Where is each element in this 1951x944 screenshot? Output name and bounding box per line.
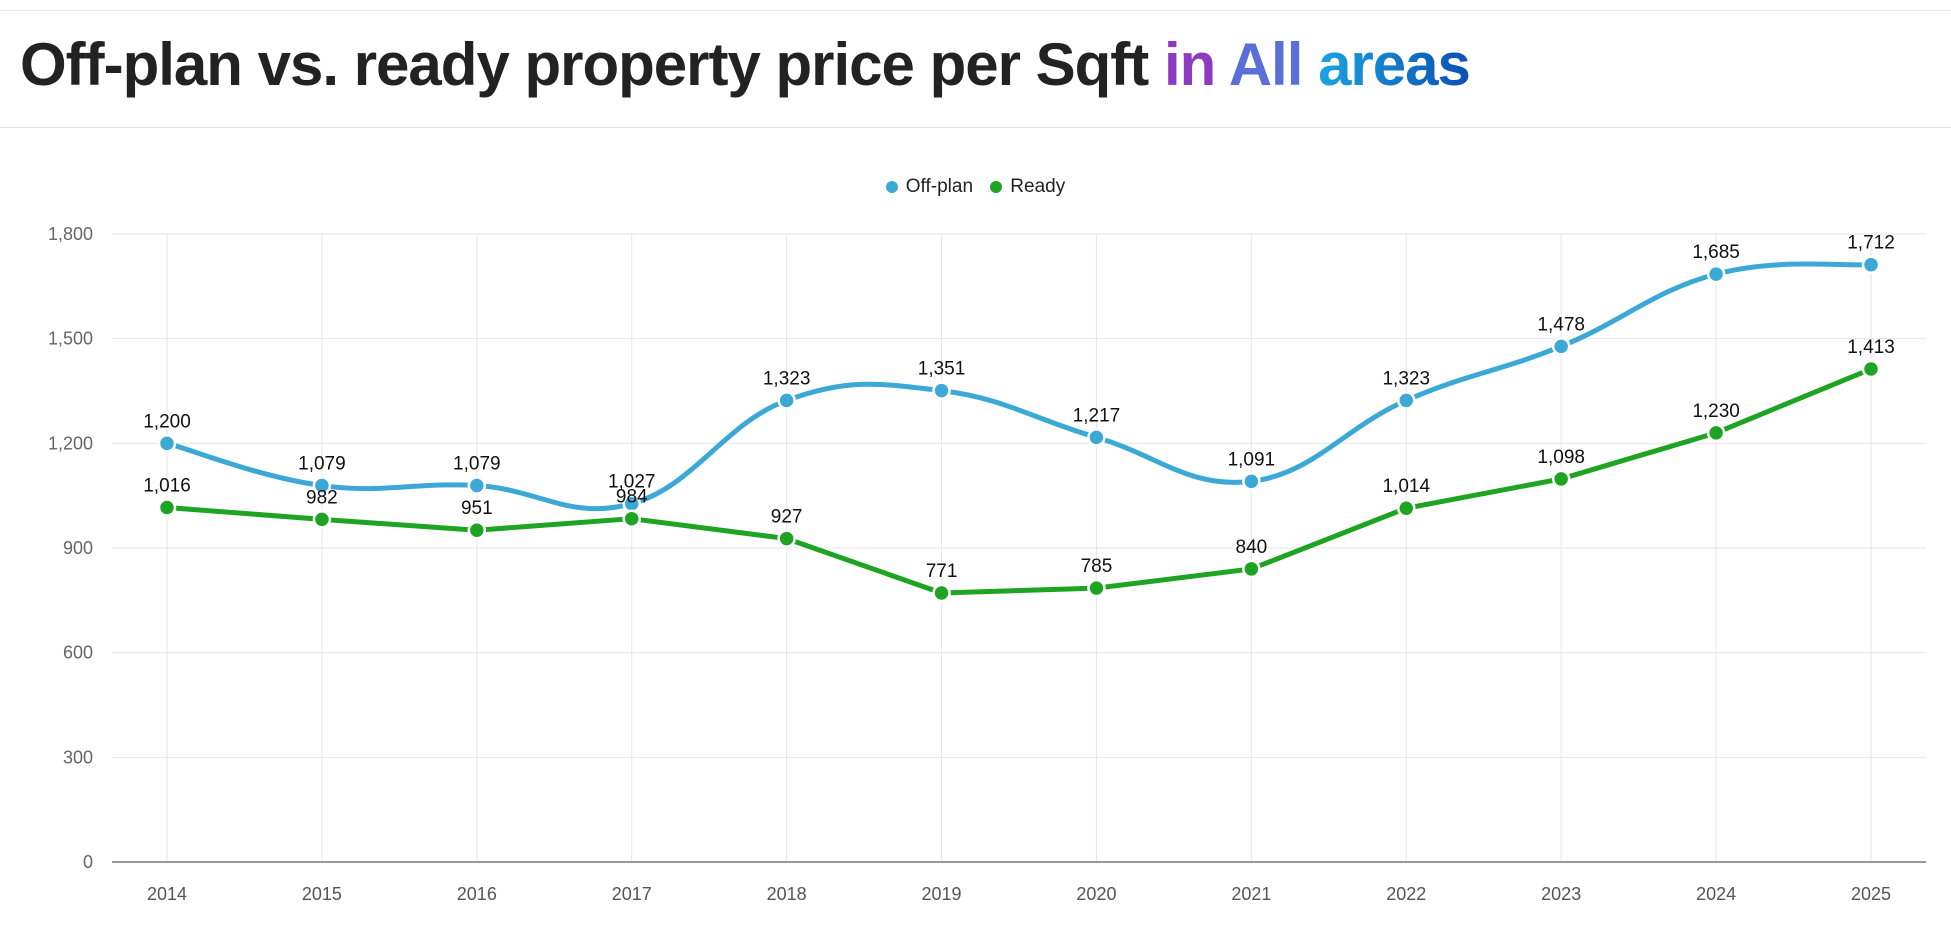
data-label: 1,217 — [1073, 405, 1121, 426]
data-label: 1,091 — [1228, 449, 1276, 470]
data-point — [1397, 498, 1416, 518]
data-label: 982 — [306, 487, 338, 508]
data-point — [467, 476, 487, 495]
data-point — [777, 529, 796, 548]
data-label: 1,027 — [608, 472, 656, 493]
data-label: 1,685 — [1692, 242, 1740, 263]
x-tick-label: 2015 — [302, 884, 342, 904]
data-point — [1861, 359, 1881, 379]
data-point — [1551, 337, 1571, 356]
y-tick-label: 900 — [63, 538, 93, 558]
x-tick-label: 2017 — [612, 884, 652, 904]
data-label: 785 — [1081, 556, 1113, 577]
x-tick-label: 2014 — [147, 884, 187, 904]
data-label: 1,016 — [143, 476, 191, 497]
data-point — [1242, 559, 1261, 579]
page-title: Off-plan vs. ready property price per Sq… — [20, 30, 1471, 99]
data-label: 1,323 — [763, 368, 811, 389]
legend-marker-icon — [990, 181, 1003, 193]
data-point — [157, 498, 177, 517]
data-label: 1,478 — [1537, 314, 1585, 335]
data-label: 840 — [1236, 537, 1268, 558]
data-label: 1,351 — [918, 359, 966, 380]
legend-label: Ready — [1010, 176, 1066, 197]
data-point — [1551, 469, 1571, 489]
data-label: 984 — [616, 487, 648, 508]
x-tick-label: 2020 — [1076, 884, 1116, 904]
x-tick-label: 2025 — [1851, 884, 1891, 904]
legend-item-off-plan[interactable]: Off-plan — [885, 176, 974, 198]
x-tick-label: 2023 — [1541, 884, 1581, 904]
data-point — [1397, 391, 1416, 410]
data-point — [1087, 428, 1106, 447]
data-label: 1,098 — [1537, 447, 1585, 468]
data-point — [467, 520, 487, 540]
data-point — [777, 391, 796, 410]
legend: Off-plan Ready — [0, 176, 1951, 199]
data-label: 771 — [926, 561, 958, 582]
data-label: 1,200 — [143, 411, 191, 432]
y-tick-label: 300 — [63, 747, 93, 767]
data-point — [312, 476, 332, 495]
data-label: 1,712 — [1847, 233, 1895, 254]
data-point — [157, 434, 177, 453]
legend-item-ready[interactable]: Ready — [990, 176, 1065, 198]
data-label: 1,014 — [1382, 476, 1430, 497]
data-point — [622, 509, 641, 528]
legend-marker-icon — [885, 181, 898, 193]
title-areas: areas — [1318, 31, 1471, 98]
header-divider — [0, 127, 1951, 128]
series-line-off-plan — [166, 261, 1872, 512]
data-point — [1861, 255, 1881, 274]
data-label: 1,079 — [453, 454, 501, 475]
data-point — [312, 510, 332, 529]
x-tick-label: 2021 — [1231, 884, 1271, 904]
x-tick-label: 2022 — [1386, 884, 1426, 904]
data-label: 951 — [461, 498, 493, 519]
data-point — [1087, 578, 1106, 598]
data-point — [932, 583, 951, 603]
x-tick-label: 2018 — [767, 884, 807, 904]
y-tick-label: 0 — [83, 852, 93, 872]
data-label: 1,323 — [1382, 368, 1430, 389]
data-label: 1,230 — [1692, 401, 1740, 422]
data-point — [932, 381, 951, 400]
y-tick-label: 600 — [63, 643, 93, 663]
y-tick-label: 1,800 — [48, 224, 93, 244]
top-border — [0, 10, 1951, 11]
title-main: Off-plan vs. ready property price per Sq… — [20, 31, 1149, 98]
data-label: 927 — [771, 507, 803, 528]
data-label: 1,413 — [1847, 337, 1895, 358]
data-point — [1706, 423, 1726, 443]
data-label: 1,079 — [298, 454, 346, 475]
title-area-selector[interactable]: All — [1228, 31, 1304, 98]
data-point — [1242, 472, 1261, 491]
legend-label: Off-plan — [905, 176, 974, 197]
x-tick-label: 2024 — [1696, 884, 1736, 904]
y-tick-label: 1,200 — [48, 433, 93, 453]
x-tick-label: 2016 — [457, 884, 497, 904]
data-point — [1706, 264, 1726, 284]
series-line-ready — [166, 366, 1872, 596]
y-tick-label: 1,500 — [48, 329, 93, 349]
title-in: in — [1163, 31, 1216, 98]
x-tick-label: 2019 — [922, 884, 962, 904]
